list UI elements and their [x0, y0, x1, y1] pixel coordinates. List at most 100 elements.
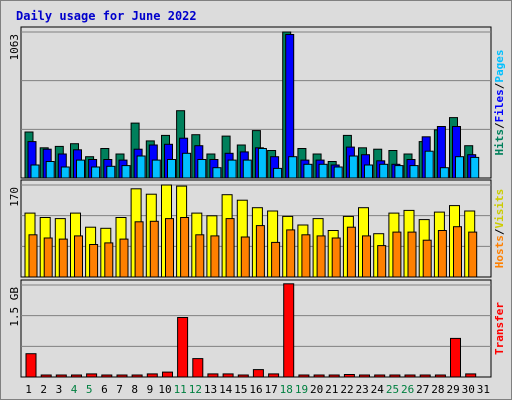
bar-transfer-day-20 — [313, 374, 325, 378]
bar-pages-day-14 — [227, 159, 237, 179]
bar-pages-day-5 — [91, 166, 101, 179]
x-tick-label-day-3: 3 — [56, 383, 63, 396]
bar-transfer-day-24 — [374, 374, 386, 378]
x-tick-label-day-1: 1 — [25, 383, 32, 396]
side-legend-visits-hosts: Hosts/Visits — [493, 189, 506, 269]
bar-transfer-day-30 — [465, 373, 477, 378]
bar-transfer-day-4 — [71, 374, 82, 378]
y-tick-label: 1063 — [8, 34, 21, 61]
bar-hosts-day-1 — [28, 234, 38, 278]
x-tick-label-day-18: 18 — [280, 383, 293, 396]
panel-transfer: 1.5 GB Transfer — [8, 279, 506, 378]
bar-transfer-day-1 — [25, 353, 37, 378]
x-tick-label-day-23: 23 — [355, 383, 368, 396]
bar-hosts-day-17 — [271, 241, 281, 278]
bar-pages-day-11 — [182, 152, 192, 179]
bar-hosts-day-25 — [392, 231, 402, 278]
x-tick-label-day-29: 29 — [446, 383, 459, 396]
x-tick-label-day-11: 11 — [174, 383, 187, 396]
bar-transfer-day-26 — [404, 374, 416, 378]
bar-transfer-day-8 — [131, 374, 143, 378]
bar-hosts-day-15 — [240, 236, 250, 278]
bar-transfer-day-16 — [252, 369, 264, 378]
bar-hosts-day-2 — [43, 237, 53, 278]
bar-pages-day-2 — [45, 161, 55, 179]
side-legend-part: / — [493, 122, 506, 129]
bar-transfer-day-2 — [40, 374, 52, 378]
bar-transfer-day-23 — [359, 374, 370, 378]
x-tick-label-day-2: 2 — [40, 383, 47, 396]
x-tick-label-day-27: 27 — [416, 383, 429, 396]
bar-hosts-day-16 — [255, 225, 265, 278]
bar-hosts-day-12 — [195, 234, 205, 278]
bar-pages-day-3 — [60, 166, 70, 179]
side-legend-part: Transfer — [493, 302, 506, 355]
bar-pages-day-12 — [197, 159, 207, 179]
side-legend-part: / — [493, 228, 506, 235]
bar-transfer-day-19 — [298, 374, 310, 378]
side-legend-transfer: Transfer — [493, 302, 506, 355]
panel-frame — [20, 279, 492, 378]
bar-pages-day-27 — [424, 150, 434, 179]
bar-transfer-day-18 — [283, 283, 295, 378]
bar-hosts-day-22 — [346, 226, 356, 278]
bar-pages-day-6 — [106, 165, 116, 179]
bar-pages-day-19 — [303, 163, 313, 179]
bar-pages-day-15 — [242, 159, 252, 179]
bar-transfer-day-6 — [101, 374, 113, 378]
bar-hosts-day-19 — [301, 234, 311, 278]
x-tick-label-day-30: 30 — [462, 383, 475, 396]
x-tick-label-day-25: 25 — [386, 383, 399, 396]
bar-transfer-day-13 — [207, 373, 219, 378]
side-legend-part: Hosts — [493, 235, 506, 268]
bar-transfer-day-22 — [343, 374, 355, 378]
x-tick-label-day-20: 20 — [310, 383, 323, 396]
bar-pages-day-26 — [409, 165, 419, 179]
bar-pages-day-29 — [455, 156, 464, 179]
x-tick-label-day-4: 4 — [71, 383, 78, 396]
side-legend-part: Files — [493, 89, 506, 122]
bar-hosts-day-20 — [316, 235, 326, 278]
bar-hosts-day-27 — [422, 239, 432, 278]
x-tick-label-day-14: 14 — [219, 383, 233, 396]
bar-hosts-day-14 — [225, 218, 235, 278]
x-tick-label-day-21: 21 — [325, 383, 338, 396]
y-tick-label: 1.5 GB — [8, 287, 21, 327]
bar-hosts-day-3 — [58, 238, 68, 278]
bar-pages-day-17 — [273, 167, 283, 179]
y-tick-label: 170 — [8, 187, 21, 207]
bar-hosts-day-13 — [210, 235, 220, 278]
bar-pages-day-30 — [470, 156, 480, 179]
bar-transfer-day-15 — [237, 374, 249, 378]
x-tick-label-day-6: 6 — [101, 383, 108, 396]
bar-hosts-day-30 — [468, 231, 478, 278]
side-legend-part: Visits — [493, 189, 506, 229]
bar-hosts-day-11 — [180, 217, 190, 278]
bar-transfer-day-12 — [192, 358, 204, 378]
bar-transfer-day-7 — [116, 374, 128, 378]
bar-transfer-day-29 — [450, 337, 461, 378]
bar-pages-day-1 — [30, 164, 40, 179]
x-tick-label-day-19: 19 — [295, 383, 308, 396]
x-tick-label-day-9: 9 — [147, 383, 154, 396]
bar-pages-day-10 — [167, 159, 176, 179]
bar-hosts-day-23 — [362, 235, 371, 278]
side-legend-part: Hits — [493, 129, 506, 156]
bar-pages-day-21 — [333, 166, 343, 179]
bar-hosts-day-9 — [149, 220, 159, 278]
x-tick-label-day-22: 22 — [340, 383, 353, 396]
bar-transfer-day-5 — [86, 373, 98, 378]
x-tick-label-day-7: 7 — [116, 383, 123, 396]
side-legend-part: Pages — [493, 50, 506, 83]
bar-pages-day-28 — [439, 167, 449, 179]
x-tick-label-day-10: 10 — [158, 383, 171, 396]
side-legend-part: / — [493, 82, 506, 89]
x-tick-label-day-17: 17 — [265, 383, 278, 396]
bar-hosts-day-5 — [89, 244, 99, 278]
chart-title: Daily usage for June 2022 — [16, 9, 197, 23]
x-tick-label-day-12: 12 — [189, 383, 202, 396]
bar-hosts-day-8 — [134, 221, 144, 278]
